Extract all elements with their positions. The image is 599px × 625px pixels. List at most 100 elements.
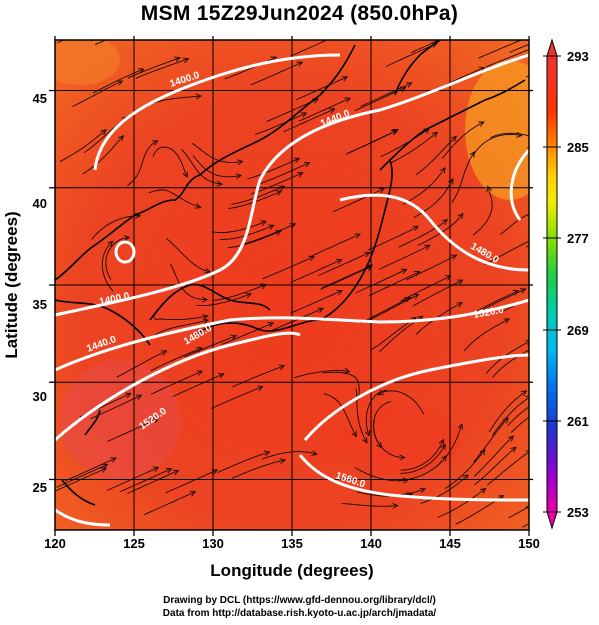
streamline <box>367 225 419 251</box>
streamline <box>290 290 343 314</box>
streamline <box>379 244 431 270</box>
y-tick-label: 40 <box>33 196 47 211</box>
streamline <box>485 49 529 68</box>
streamline-arrow-icon <box>201 296 209 303</box>
streamline <box>347 129 399 154</box>
streamline-arrow-icon <box>438 438 445 446</box>
streamline-arrow-icon <box>412 294 420 300</box>
streamline <box>492 349 529 378</box>
streamline <box>116 350 167 378</box>
streamline <box>172 373 224 398</box>
streamline <box>210 386 263 409</box>
streamline-arrow-icon <box>457 423 464 430</box>
streamline-arrow-icon <box>182 171 188 179</box>
y-tick-label: 35 <box>33 297 47 312</box>
streamline <box>400 439 444 471</box>
streamline-arrow-icon <box>304 161 311 168</box>
streamline <box>390 131 438 164</box>
streamline <box>463 318 510 352</box>
streamline-arrow-icon <box>520 390 528 397</box>
streamline-arrow-icon <box>279 458 287 464</box>
streamline <box>354 467 409 482</box>
streamline-arrow-icon <box>116 80 124 86</box>
streamline <box>321 264 373 289</box>
streamline <box>472 134 522 156</box>
streamline <box>508 506 529 519</box>
streamline <box>441 121 485 159</box>
streamline-arrow-icon <box>124 392 132 399</box>
streamline-arrow-icon <box>392 129 399 135</box>
streamline <box>92 68 144 94</box>
streamline <box>398 219 448 248</box>
contour-line <box>303 353 529 441</box>
streamline <box>359 297 411 324</box>
streamline <box>420 474 469 504</box>
streamline-arrow-icon <box>392 503 399 509</box>
streamline <box>261 451 318 460</box>
streamline <box>127 57 181 79</box>
colorbar-tick-label: 253 <box>567 505 589 520</box>
streamline-arrow-icon <box>502 417 509 424</box>
streamline-arrow-icon <box>532 345 538 350</box>
streamline <box>212 284 267 301</box>
contour-line <box>339 193 529 272</box>
streamline-arrow-icon <box>441 218 449 225</box>
streamline <box>360 82 412 107</box>
streamline-arrow-icon <box>138 68 145 74</box>
streamline <box>91 215 141 240</box>
x-axis-label: Longitude (degrees) <box>210 561 373 580</box>
colorbar: 293 285 277 269 261 253 <box>543 38 589 530</box>
streamline-arrow-icon <box>182 57 190 64</box>
warm-region <box>60 360 180 480</box>
streamline-arrow-icon <box>439 166 446 174</box>
streamline-arrow-icon <box>189 491 197 497</box>
streamline <box>150 347 203 372</box>
streamline <box>322 371 360 400</box>
contour-line <box>114 240 136 264</box>
streamline <box>298 97 351 122</box>
streamline-arrow-icon <box>450 135 458 142</box>
credit-line-drawing: Drawing by DCL (https://www.gfd-dennou.o… <box>163 595 436 606</box>
streamline-arrow-icon <box>512 290 520 296</box>
streamline <box>323 393 357 437</box>
streamline-arrow-icon <box>100 129 107 136</box>
cooler-region <box>465 60 529 200</box>
contour-line <box>298 454 529 502</box>
streamline-arrow-icon <box>503 318 511 324</box>
streamline-arrow-icon <box>216 180 224 187</box>
wind-streamlines <box>55 40 576 528</box>
contour-line <box>55 508 111 527</box>
x-tick-label: 140 <box>360 536 382 551</box>
streamline <box>107 417 159 442</box>
x-tick-labels: 120 125 130 135 140 145 150 <box>44 536 540 551</box>
streamline-arrow-icon <box>275 190 283 196</box>
credits: Drawing by DCL (https://www.gfd-dennou.o… <box>0 594 599 620</box>
streamline-arrow-icon <box>525 450 529 456</box>
streamline <box>478 40 523 59</box>
streamline-arrow-icon <box>218 373 225 379</box>
streamline-arrow-icon <box>263 450 271 457</box>
streamline <box>370 317 417 351</box>
streamline-arrow-icon <box>172 469 180 476</box>
streamline <box>488 390 527 433</box>
streamline-arrow-icon <box>440 443 446 451</box>
colorbar-ramp <box>546 55 558 513</box>
streamline-arrow-icon <box>293 157 301 163</box>
streamline-arrow-icon <box>300 112 308 118</box>
streamline <box>120 468 172 493</box>
warm-region <box>340 405 460 475</box>
streamline <box>153 315 208 321</box>
contour-label: 1520.0 <box>473 305 505 321</box>
credit-line-data: Data from http://database.rish.kyoto-u.a… <box>162 608 437 619</box>
streamline-arrow-icon <box>456 279 464 285</box>
streamline <box>500 213 529 235</box>
streamline-arrow-icon <box>297 172 304 178</box>
streamline-arrow-icon <box>414 271 421 277</box>
streamline-arrow-icon <box>336 258 343 265</box>
cooler-region <box>55 40 120 85</box>
streamline-arrow-icon <box>204 267 212 274</box>
streamline <box>473 417 509 463</box>
streamline-arrow-icon <box>570 482 576 487</box>
colorbar-tick-label: 293 <box>567 49 589 64</box>
x-tick-label: 150 <box>518 536 540 551</box>
